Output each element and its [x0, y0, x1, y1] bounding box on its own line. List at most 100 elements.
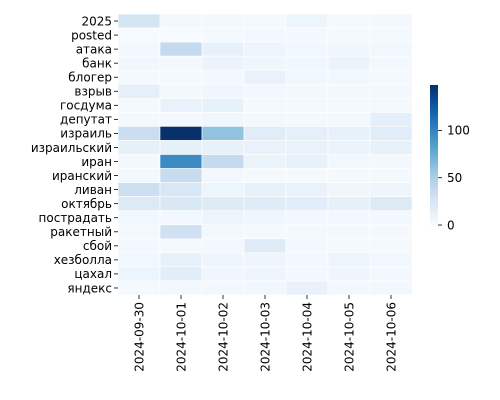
heatmap-cell — [159, 168, 203, 183]
heatmap-cell — [243, 168, 287, 183]
y-tick-label: октябрь — [61, 197, 112, 211]
heatmap-cell — [159, 196, 203, 211]
heatmap-cell — [117, 112, 161, 127]
heatmap-cell — [243, 98, 287, 113]
heatmap-cell — [285, 41, 329, 57]
heatmap-cell — [159, 98, 203, 113]
heatmap-cell — [159, 126, 203, 141]
y-tick-label: posted — [71, 28, 112, 42]
heatmap-cell — [201, 266, 245, 282]
heatmap-cell — [285, 140, 329, 155]
heatmap-cell — [201, 224, 245, 240]
heatmap-cell — [159, 252, 203, 268]
heatmap-cell — [327, 266, 371, 282]
heatmap-cell — [117, 98, 161, 113]
heatmap-cell — [117, 266, 161, 282]
heatmap-cell — [117, 224, 161, 240]
heatmap-cell — [327, 196, 371, 211]
heatmap-cell — [243, 126, 287, 141]
heatmap-cell — [285, 266, 329, 282]
heatmap-cell — [243, 266, 287, 282]
heatmap-cell — [369, 252, 413, 268]
heatmap-cell — [117, 41, 161, 57]
heatmap-cell — [285, 83, 329, 99]
heatmap-cell — [369, 126, 413, 141]
heatmap-cell — [243, 112, 287, 127]
heatmap-cell — [327, 168, 371, 183]
heatmap-cell — [117, 69, 161, 85]
heatmap-cell — [369, 280, 413, 296]
y-tick-label: блогер — [68, 71, 112, 85]
colorbar — [430, 85, 438, 225]
y-tick-label: ливан — [74, 183, 112, 197]
colorbar-tick-label: 0 — [447, 218, 455, 232]
heatmap-cell — [159, 154, 203, 169]
heatmap-cell — [327, 224, 371, 240]
heatmap-cell — [285, 196, 329, 211]
heatmap-cell — [243, 224, 287, 240]
heatmap-cell — [327, 280, 371, 296]
heatmap-cell — [369, 154, 413, 169]
heatmap-cell — [159, 41, 203, 57]
y-tick-label: пострадать — [39, 211, 112, 225]
heatmap-cell — [327, 140, 371, 155]
heatmap-cell — [201, 154, 245, 169]
heatmap-cell — [117, 168, 161, 183]
x-tick-label: 2024-10-04 — [301, 302, 315, 372]
heatmap-cell — [369, 27, 413, 43]
heatmap-cell — [117, 55, 161, 71]
x-tick-label: 2024-10-02 — [217, 302, 231, 372]
heatmap-cell — [159, 224, 203, 240]
heatmap-cell — [285, 27, 329, 43]
heatmap-cell — [117, 238, 161, 254]
y-tick-label: сбой — [83, 239, 112, 253]
heatmap-cell — [327, 154, 371, 169]
heatmap-cell — [327, 98, 371, 113]
colorbar-tick-label: 100 — [447, 124, 470, 138]
colorbar-tick-label: 50 — [447, 171, 462, 185]
heatmap-cell — [243, 210, 287, 226]
heatmap-cell — [159, 83, 203, 99]
heatmap-cell — [243, 27, 287, 43]
x-tick-label: 2024-10-03 — [259, 302, 273, 372]
y-tick-label: иран — [81, 155, 112, 169]
y-tick-label: израиль — [60, 127, 112, 141]
heatmap-cell — [327, 13, 371, 29]
heatmap-cell — [201, 196, 245, 211]
y-tick-label: хезболла — [54, 253, 112, 267]
heatmap-cell — [201, 69, 245, 85]
heatmap-cell — [117, 154, 161, 169]
heatmap-cell — [327, 252, 371, 268]
heatmap-cell — [285, 55, 329, 71]
heatmap-cell — [159, 13, 203, 29]
heatmap-cell — [285, 98, 329, 113]
heatmap-cell — [243, 154, 287, 169]
heatmap-cell — [243, 83, 287, 99]
heatmap-cell — [285, 224, 329, 240]
heatmap-cell — [369, 83, 413, 99]
heatmap-cell — [327, 55, 371, 71]
heatmap-cell — [159, 27, 203, 43]
heatmap-cell — [369, 238, 413, 254]
y-tick-label: израильский — [31, 141, 112, 155]
heatmap-cell — [369, 112, 413, 127]
heatmap-cell — [327, 112, 371, 127]
heatmap-cell — [201, 13, 245, 29]
heatmap-cell — [201, 83, 245, 99]
heatmap-cell — [243, 13, 287, 29]
heatmap-cell — [117, 126, 161, 141]
heatmap-cell — [369, 224, 413, 240]
y-tick-label: банк — [82, 56, 112, 70]
heatmap-cell — [327, 182, 371, 197]
heatmap-cell — [285, 238, 329, 254]
heatmap-cell — [159, 55, 203, 71]
heatmap-cell — [243, 196, 287, 211]
heatmap-cell — [201, 252, 245, 268]
heatmap-cell — [369, 182, 413, 197]
y-tick-label: цахал — [74, 267, 112, 281]
heatmap-cell — [201, 280, 245, 296]
heatmap-cell — [285, 154, 329, 169]
heatmap-cell — [243, 252, 287, 268]
heatmap-cell — [117, 13, 161, 29]
